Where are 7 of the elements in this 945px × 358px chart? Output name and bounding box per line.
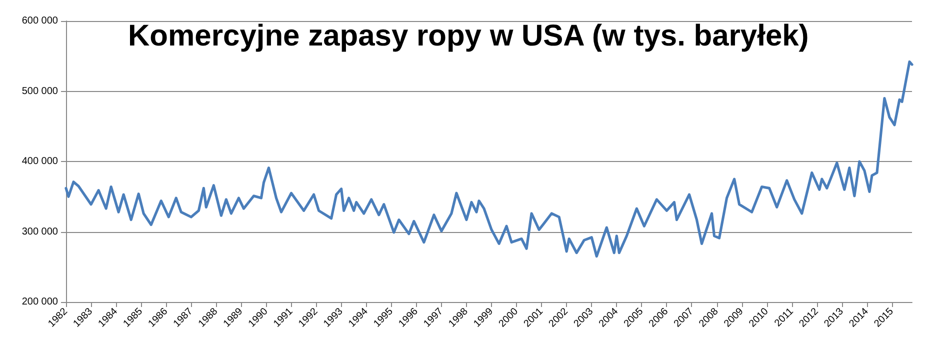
y-tick-label: 500 000: [22, 86, 58, 97]
y-tick-label: 400 000: [22, 156, 58, 167]
y-tick-label: 200 000: [22, 296, 58, 308]
line-series: [64, 60, 914, 258]
y-tick-label: 600 000: [22, 16, 58, 26]
chart-title: Komercyjne zapasy ropy w USA (w tys. baryłek): [128, 20, 809, 52]
y-tick-label: 300 000: [22, 226, 58, 238]
